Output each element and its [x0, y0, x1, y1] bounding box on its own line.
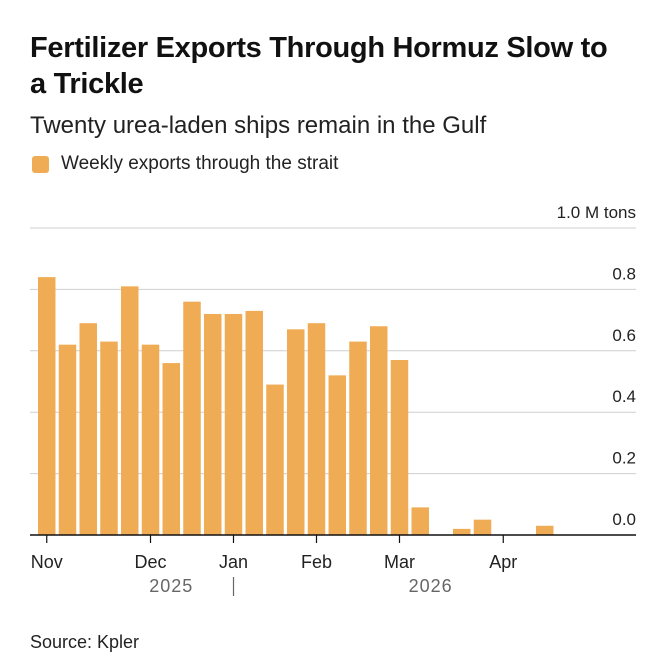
chart-subtitle: Twenty urea-laden ships remain in the Gu… — [30, 112, 487, 139]
bar — [58, 344, 77, 535]
y-tick-label: 1.0 M tons — [557, 203, 636, 222]
x-tick-label: Dec — [134, 552, 166, 572]
bar — [328, 375, 346, 535]
bar — [183, 301, 201, 535]
legend-label: Weekly exports through the strait — [61, 153, 339, 174]
y-tick-label: 0.4 — [612, 387, 636, 406]
bar-chart: 1.0 M tons 0.8 0.6 0.4 0.2 0.0 Nov Dec Jan Feb Mar… — [30, 203, 636, 596]
bar — [38, 277, 56, 535]
bar — [266, 384, 284, 535]
bar — [287, 329, 305, 535]
bar — [245, 310, 263, 535]
bar — [411, 507, 429, 535]
x-tick-label: Jan — [219, 552, 248, 572]
year-label: 2025 — [149, 576, 193, 596]
bar — [349, 341, 367, 535]
bar — [390, 360, 409, 535]
y-tick-label: 0.6 — [612, 326, 636, 345]
y-tick-label: 0.0 — [612, 510, 636, 529]
bar — [100, 341, 118, 535]
bar — [453, 528, 471, 535]
y-tick-label: 0.2 — [612, 449, 636, 468]
x-tick-label: Apr — [489, 552, 517, 572]
bar — [141, 344, 160, 535]
x-tick-label: Mar — [384, 552, 415, 572]
bar — [370, 326, 388, 535]
year-label: 2026 — [409, 576, 453, 596]
bar — [307, 323, 326, 535]
legend-swatch — [32, 155, 49, 173]
bar — [121, 286, 139, 535]
y-tick-label: 0.8 — [612, 264, 636, 283]
bar — [473, 519, 492, 535]
x-tick-label: Feb — [301, 552, 332, 572]
bar — [204, 313, 222, 535]
bar — [536, 525, 554, 535]
chart-title: Fertilizer Exports Through Hormuz Slow t… — [30, 32, 608, 100]
bar — [162, 363, 180, 535]
bar — [224, 313, 243, 535]
legend: Weekly exports through the strait — [32, 153, 338, 175]
x-tick-label: Nov — [31, 552, 63, 572]
source-note: Source: Kpler — [30, 632, 140, 652]
bar — [79, 323, 97, 535]
